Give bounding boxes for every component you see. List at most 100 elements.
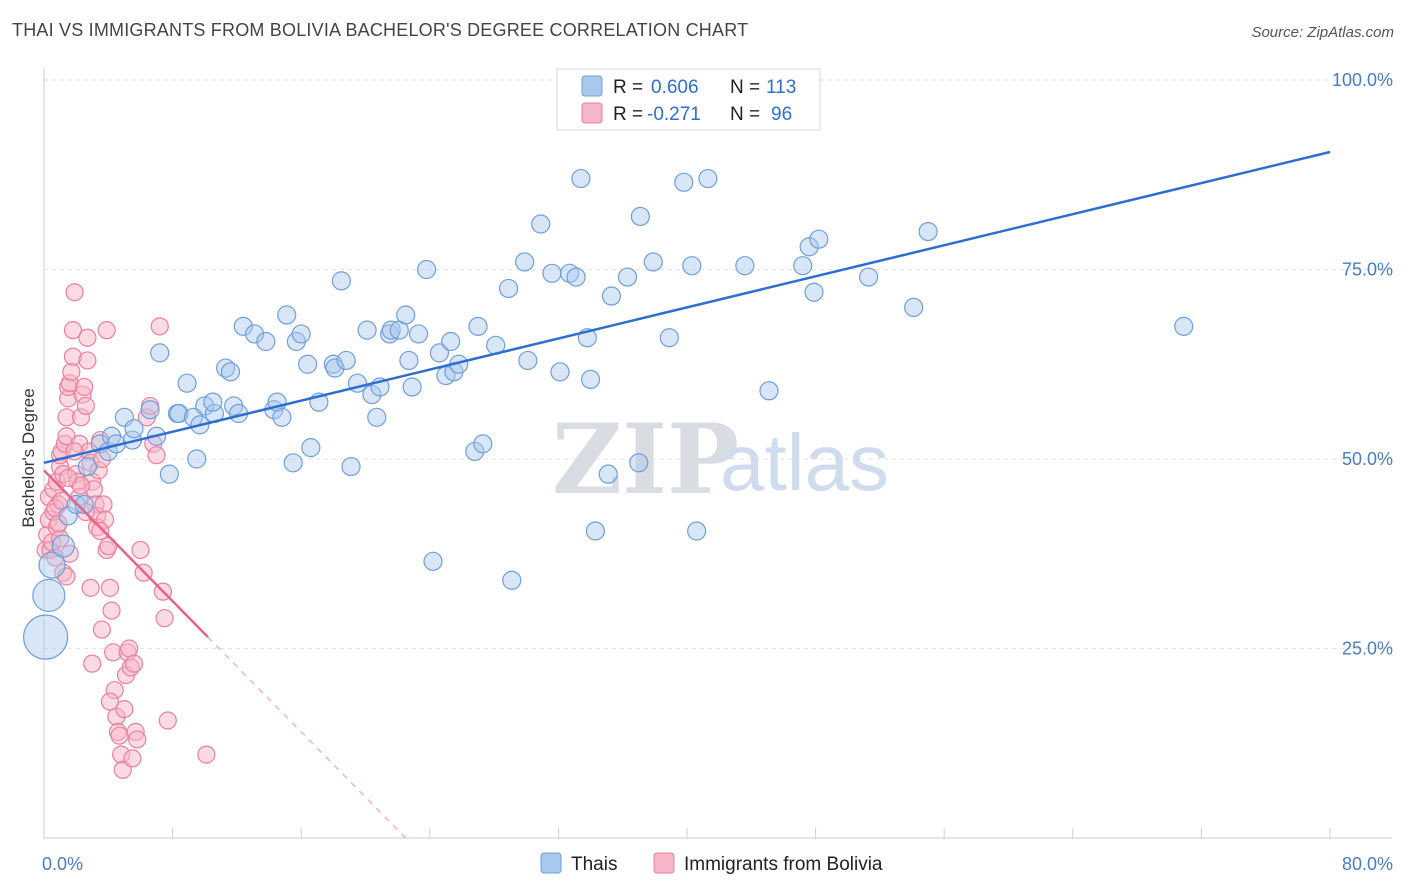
point-thais (51, 534, 75, 558)
point-thais (159, 464, 179, 484)
y-axis-label: Bachelor's Degree (19, 388, 38, 527)
point-bolivia (78, 328, 97, 347)
point-bolivia (92, 620, 111, 639)
point-thais (580, 369, 601, 390)
y-tick-label: 75.0% (1342, 260, 1393, 280)
point-bolivia (158, 711, 177, 730)
source-credit: Source: ZipAtlas.com (1251, 24, 1394, 41)
point-thais (367, 407, 387, 427)
legend-r-value-bolivia: -0.271 (647, 104, 701, 125)
point-thais (601, 286, 622, 306)
point-thais (203, 392, 223, 412)
legend-n-value-bolivia: 96 (771, 104, 792, 125)
point-thais (759, 381, 779, 401)
point-thais (518, 350, 538, 371)
point-thais (336, 350, 356, 371)
point-thais (58, 506, 78, 526)
point-thais (416, 259, 437, 280)
legend-swatch-bolivia (581, 102, 603, 124)
point-thais (399, 350, 419, 371)
point-thais (793, 256, 813, 276)
point-bolivia (155, 609, 174, 628)
legend-n-value-thais: 113 (766, 77, 796, 98)
point-bolivia (150, 317, 169, 336)
point-thais (617, 267, 638, 287)
point-bolivia (75, 377, 94, 397)
point-thais (804, 282, 824, 302)
y-tick-labels: 25.0% 50.0% 75.0% 100.0% (1332, 70, 1393, 659)
point-thais (531, 214, 551, 234)
point-thais (381, 320, 401, 340)
point-thais (220, 362, 241, 382)
point-thais (187, 449, 207, 469)
point-thais (325, 358, 345, 378)
bottom-legend-swatch-bolivia (653, 852, 675, 874)
trend-lines (43, 150, 1331, 839)
x-tick-label: 0.0% (42, 854, 83, 874)
point-bolivia (78, 351, 97, 370)
legend-n-label-thais: N = (730, 77, 760, 98)
point-bolivia (83, 654, 102, 673)
point-thais (341, 456, 361, 477)
bottom-legend-label-thais: Thais (571, 854, 617, 875)
point-bolivia (128, 730, 147, 749)
point-thais (277, 305, 297, 325)
point-bolivia (115, 700, 134, 719)
point-thais (177, 373, 197, 393)
x-tick-labels: 0.0% 80.0% (42, 854, 1393, 874)
point-thais (687, 521, 707, 541)
point-bolivia (147, 446, 166, 465)
point-thais (598, 464, 618, 484)
bottom-legend-swatch-thais (540, 852, 562, 874)
point-bolivia (63, 321, 83, 340)
point-thais (396, 305, 416, 325)
point-thais (630, 206, 650, 227)
point-bolivia (120, 639, 139, 658)
point-thais (904, 297, 924, 317)
point-thais (571, 168, 591, 189)
point-bolivia (197, 745, 216, 764)
point-thais (169, 403, 189, 424)
legend-r-label-thais: R = (613, 77, 643, 98)
y-tick-label: 100.0% (1332, 70, 1393, 90)
grid (44, 79, 1392, 649)
point-thais (272, 407, 292, 427)
point-bolivia (123, 749, 142, 768)
point-thais (283, 453, 303, 473)
legend-swatch-thais (581, 75, 603, 97)
series-immigrants-from-bolivia (36, 283, 216, 779)
axes (43, 68, 1392, 839)
point-thais (423, 551, 443, 571)
point-thais (859, 267, 879, 287)
point-thais (77, 456, 98, 477)
point-thais (256, 331, 276, 352)
correlation-legend: R = 0.606 N = 113 R = -0.271 N = 96 (556, 68, 821, 131)
point-thais (542, 263, 562, 283)
watermark: ZIP atlas (552, 403, 889, 516)
point-thais (473, 434, 493, 454)
point-thais (498, 278, 519, 299)
point-thais (357, 320, 377, 340)
point-thais (585, 521, 605, 541)
point-bolivia (97, 321, 116, 340)
trend-line-thais (43, 150, 1331, 465)
point-bolivia (49, 514, 68, 533)
point-thais (465, 441, 485, 462)
point-thais (32, 578, 66, 613)
point-thais (550, 362, 570, 382)
trend-line-bolivia (43, 469, 209, 639)
point-thais (301, 438, 321, 458)
watermark-atlas: atlas (720, 418, 889, 507)
point-thais (682, 256, 702, 276)
series-legend: Thais Immigrants from Bolivia (540, 852, 883, 875)
point-thais (74, 494, 94, 515)
bottom-legend-label-bolivia: Immigrants from Bolivia (684, 854, 883, 875)
point-bolivia (62, 362, 81, 381)
point-bolivia (76, 396, 95, 416)
point-thais (799, 237, 819, 257)
legend-r-value-thais: 0.606 (651, 77, 699, 98)
point-thais (140, 400, 160, 420)
point-bolivia (65, 283, 84, 302)
point-thais (362, 384, 382, 405)
